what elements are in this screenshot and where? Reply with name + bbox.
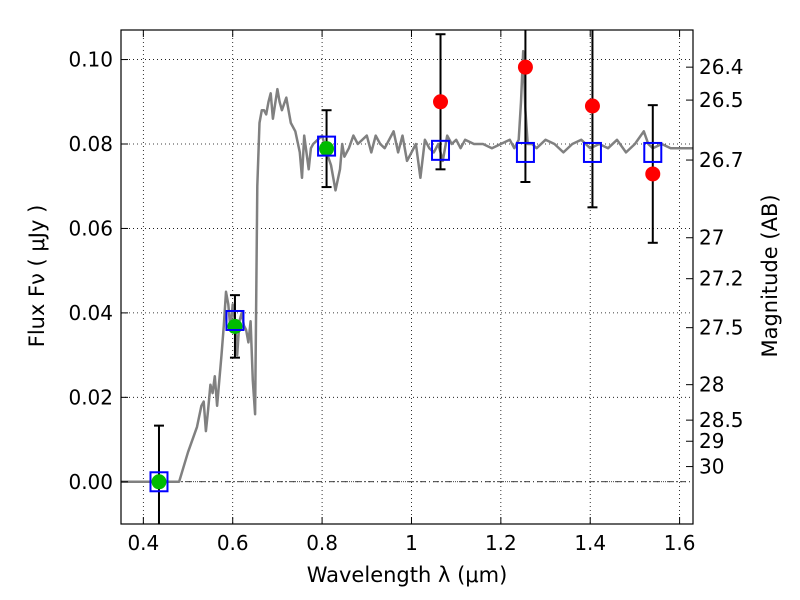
y-tick-label: 0.08 (68, 132, 113, 156)
y-tick-label: 0.10 (68, 48, 113, 72)
magnitude-tick-label: 26.4 (699, 55, 744, 79)
red-data-point (645, 166, 661, 182)
magnitude-tick-label: 27.5 (699, 316, 744, 340)
model-band-square (225, 309, 245, 331)
y-tick-label: 0.04 (68, 301, 113, 325)
y-tick-label: 0.00 (68, 470, 113, 494)
magnitude-tick-label: 26.7 (699, 148, 744, 172)
grid (121, 30, 693, 524)
green-data-point (227, 318, 243, 334)
magnitude-tick-label: 27 (699, 226, 724, 250)
right-y-axis-label: Magnitude (AB) (758, 194, 782, 357)
magnitude-tick-label: 28.5 (699, 408, 744, 432)
model-band-square (431, 139, 451, 161)
magnitude-tick-label: 27.2 (699, 267, 744, 291)
model-band-square (582, 141, 602, 163)
red-data-point (433, 94, 449, 110)
plot-frame (120, 29, 694, 525)
magnitude-tick-label: 30 (699, 455, 724, 479)
model-spectrum-line (121, 49, 693, 484)
magnitude-tick-label: 28 (699, 373, 724, 397)
y-axis-label: Flux Fν ( μJy ) (25, 205, 49, 348)
x-tick-label: 0.8 (306, 531, 338, 555)
green-data-point (151, 474, 167, 490)
red-data-point (517, 59, 533, 75)
axes: 0.4 0.6 0.8 1 1.2 1.4 1.6 0.00 0.02 0.04 0.06 0.08 0… (68, 30, 744, 555)
y-tick-label: 0.02 (68, 385, 113, 409)
x-tick-label: 1.6 (664, 531, 696, 555)
x-axis-label: Wavelength λ (μm) (307, 563, 508, 587)
x-tick-label: 1.4 (574, 531, 606, 555)
x-tick-label: 1.2 (485, 531, 517, 555)
x-tick-label: 1 (405, 531, 418, 555)
model-band-square (515, 141, 535, 163)
model-band-square (149, 471, 169, 493)
x-tick-label: 0.6 (217, 531, 249, 555)
y-tick-label: 0.06 (68, 216, 113, 240)
green-data-point (319, 141, 335, 157)
magnitude-tick-label: 29 (699, 429, 724, 453)
magnitude-tick-label: 26.5 (699, 88, 744, 112)
plot-area (121, 30, 693, 524)
red-data-point (584, 98, 600, 114)
model-band-square (317, 135, 337, 157)
x-tick-label: 0.4 (127, 531, 159, 555)
model-band-square (643, 141, 663, 163)
